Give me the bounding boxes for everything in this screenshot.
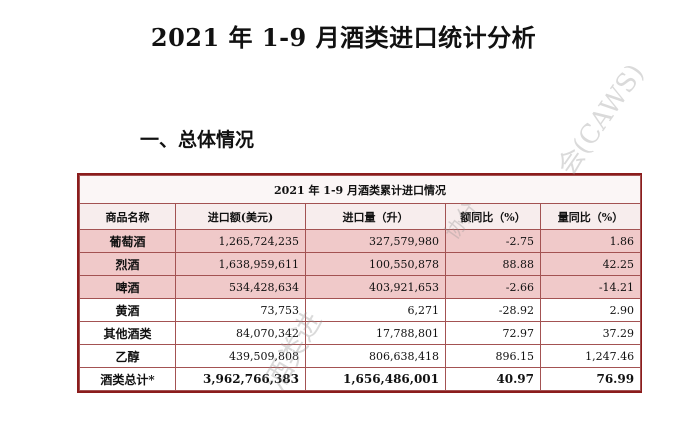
row-value-yoy: 88.88 <box>445 252 541 276</box>
table-row: 乙醇 439,509,808 806,638,418 896.15 1,247.… <box>79 344 642 368</box>
table-row: 葡萄酒 1,265,724,235 327,579,980 -2.75 1.86 <box>79 229 642 253</box>
row-value: 534,428,634 <box>175 275 306 299</box>
page-title: 2021 年 1-9 月酒类进口统计分析 <box>150 23 537 52</box>
row-name: 烈酒 <box>79 252 176 276</box>
row-volume-yoy: 2.90 <box>539 298 642 322</box>
row-name: 啤酒 <box>79 275 176 299</box>
row-name: 其他酒类 <box>79 321 176 345</box>
row-value-yoy: -2.66 <box>445 275 541 299</box>
row-name: 乙醇 <box>79 344 176 368</box>
section-heading: 一、总体情况 <box>140 129 255 151</box>
row-volume: 403,921,653 <box>305 275 446 299</box>
header-volume-yoy: 量同比（%） <box>539 203 642 230</box>
table-row: 啤酒 534,428,634 403,921,653 -2.66 -14.21 <box>79 275 642 299</box>
row-value: 1,638,959,611 <box>175 252 306 276</box>
row-volume: 17,788,801 <box>305 321 446 345</box>
row-value-yoy: -2.75 <box>445 229 541 253</box>
row-value: 73,753 <box>175 298 306 322</box>
row-volume: 6,271 <box>305 298 446 322</box>
row-volume: 806,638,418 <box>305 344 446 368</box>
row-value-yoy: -28.92 <box>445 298 541 322</box>
header-name: 商品名称 <box>79 203 176 230</box>
table-row-total: 酒类总计* 3,962,766,383 1,656,486,001 40.97 … <box>79 367 642 391</box>
table-row: 其他酒类 84,070,342 17,788,801 72.97 37.29 <box>79 321 642 345</box>
row-volume-yoy: 1,247.46 <box>539 344 642 368</box>
header-volume: 进口量（升） <box>305 203 446 230</box>
row-value: 1,265,724,235 <box>175 229 306 253</box>
table-row: 烈酒 1,638,959,611 100,550,878 88.88 42.25 <box>79 252 642 276</box>
row-volume-yoy: 1.86 <box>539 229 642 253</box>
watermark: 会(CAWS) <box>552 58 651 182</box>
row-volume-yoy: 76.99 <box>539 367 642 391</box>
row-value-yoy: 40.97 <box>445 367 541 391</box>
row-volume: 100,550,878 <box>305 252 446 276</box>
row-name: 黄酒 <box>79 298 176 322</box>
row-value: 3,962,766,383 <box>175 367 306 391</box>
table-caption: 2021 年 1-9 月酒类累计进口情况 <box>78 175 642 204</box>
import-table: 2021 年 1-9 月酒类累计进口情况 商品名称 进口额(美元) 进口量（升）… <box>77 173 642 393</box>
row-value: 439,509,808 <box>175 344 306 368</box>
row-value-yoy: 896.15 <box>445 344 541 368</box>
row-volume-yoy: -14.21 <box>539 275 642 299</box>
header-value: 进口额(美元) <box>175 203 306 230</box>
row-volume-yoy: 42.25 <box>539 252 642 276</box>
row-volume-yoy: 37.29 <box>539 321 642 345</box>
row-name: 葡萄酒 <box>79 229 176 253</box>
row-volume: 1,656,486,001 <box>305 367 446 391</box>
header-value-yoy: 额同比（%） <box>445 203 541 230</box>
table-row: 黄酒 73,753 6,271 -28.92 2.90 <box>79 298 642 322</box>
row-value-yoy: 72.97 <box>445 321 541 345</box>
row-name: 酒类总计* <box>79 367 176 391</box>
row-volume: 327,579,980 <box>305 229 446 253</box>
row-value: 84,070,342 <box>175 321 306 345</box>
